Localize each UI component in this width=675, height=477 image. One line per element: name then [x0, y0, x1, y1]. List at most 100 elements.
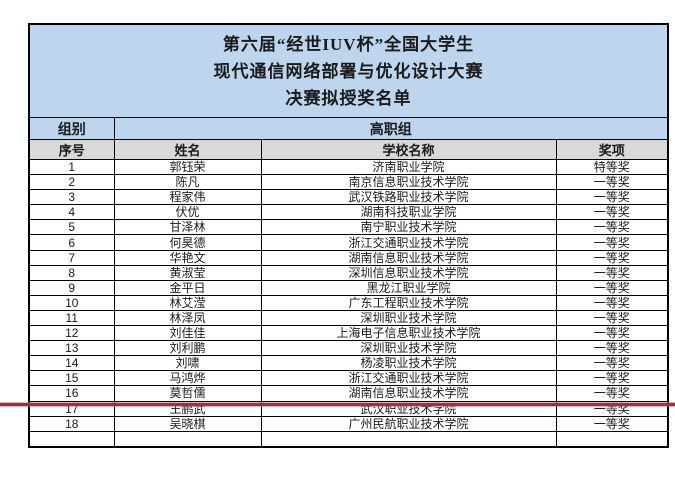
cell-school: 浙江交通职业技术学院 [260, 370, 557, 387]
table-row: 13 刘利鹏 深圳职业技术学院 一等奖 [28, 340, 669, 357]
cell-number: 5 [28, 219, 115, 236]
cell-award: 一等奖 [555, 279, 669, 296]
table-row: 8 黄淑莹 深圳信息职业技术学院 一等奖 [28, 264, 669, 281]
cell-school [260, 430, 557, 448]
cell-number: 3 [28, 189, 115, 206]
cell-school: 南宁职业技术学院 [260, 219, 557, 236]
cell-number: 4 [28, 204, 115, 221]
cell-number: 7 [28, 249, 115, 266]
cell-number [28, 430, 115, 448]
cell-school: 广州民航职业技术学院 [260, 415, 557, 432]
cell-name: 马鸿烨 [113, 370, 262, 387]
cell-school: 湖南信息职业技术学院 [260, 249, 557, 266]
table-row: 6 何昊德 浙江交通职业技术学院 一等奖 [28, 234, 669, 251]
cell-award: 一等奖 [555, 385, 669, 402]
cell-name: 林泽凤 [113, 309, 262, 327]
table-row: 11 林泽凤 深圳职业技术学院 一等奖 [28, 309, 669, 327]
column-header-school: 学校名称 [260, 139, 557, 160]
cell-award: 一等奖 [555, 174, 669, 191]
cell-school: 深圳职业技术学院 [260, 309, 557, 327]
table-row: 15 马鸿烨 浙江交通职业技术学院 一等奖 [28, 370, 669, 387]
page-title-line3: 决赛拟授奖名单 [285, 88, 412, 108]
table-row: 7 华艳文 湖南信息职业技术学院 一等奖 [28, 249, 669, 266]
cell-award: 一等奖 [555, 189, 669, 206]
table-row: 18 吴晓棋 广州民航职业技术学院 一等奖 [28, 415, 669, 432]
cell-name: 刘佳佳 [113, 325, 262, 342]
cell-award: 特等奖 [555, 158, 669, 176]
group-value-cell: 高职组 [113, 117, 669, 140]
cell-school: 上海电子信息职业技术学院 [260, 325, 557, 342]
page-title-line2: 现代通信网络部署与优化设计大赛 [213, 61, 484, 81]
cell-award: 一等奖 [555, 264, 669, 281]
cell-number: 1 [28, 158, 115, 176]
cell-school: 武汉铁路职业技术学院 [260, 189, 557, 206]
cell-award: 一等奖 [555, 294, 669, 311]
cell-school: 深圳职业技术学院 [260, 340, 557, 357]
column-header-no: 序号 [28, 139, 115, 160]
cell-number: 14 [28, 355, 115, 372]
cell-name: 刘啸 [113, 355, 262, 372]
cell-school: 湖南科技职业学院 [260, 204, 557, 221]
cell-name: 刘利鹏 [113, 340, 262, 357]
cell-school: 深圳信息职业技术学院 [260, 264, 557, 281]
cell-award: 一等奖 [555, 340, 669, 357]
cell-name: 华艳文 [113, 249, 262, 266]
table-row: 1 郭钰荣 济南职业学院 特等奖 [28, 158, 669, 176]
cell-number: 8 [28, 264, 115, 281]
table-row: 16 莫哲儒 湖南信息职业技术学院 一等奖 [28, 385, 669, 402]
group-label-cell: 组别 [28, 117, 115, 140]
column-header-name: 姓名 [113, 139, 262, 160]
cell-award: 一等奖 [555, 355, 669, 372]
title-row: 第六届“经世IUV杯”全国大学生 现代通信网络部署与优化设计大赛 决赛拟授奖名单 [28, 23, 669, 118]
cell-school: 杨凌职业技术学院 [260, 355, 557, 372]
cell-number: 9 [28, 279, 115, 296]
cell-name: 黄淑莹 [113, 264, 262, 281]
cell-number: 11 [28, 309, 115, 327]
cell-school: 南京信息职业技术学院 [260, 174, 557, 191]
cell-award [555, 430, 669, 448]
column-header-row: 序号 姓名 学校名称 奖项 [28, 139, 669, 160]
cell-number: 12 [28, 325, 115, 342]
cell-award: 一等奖 [555, 234, 669, 251]
cell-name: 金平日 [113, 279, 262, 296]
cell-school: 浙江交通职业技术学院 [260, 234, 557, 251]
cell-award: 一等奖 [555, 219, 669, 236]
cell-award: 一等奖 [555, 204, 669, 221]
cell-award: 一等奖 [555, 249, 669, 266]
cell-name: 吴晓棋 [113, 415, 262, 432]
cell-number: 10 [28, 294, 115, 311]
table-row: 10 林艾滢 广东工程职业技术学院 一等奖 [28, 294, 669, 311]
page-title-line1: 第六届“经世IUV杯”全国大学生 [222, 34, 475, 54]
cell-name: 何昊德 [113, 234, 262, 251]
cell-number: 2 [28, 174, 115, 191]
cell-name: 陈凡 [113, 174, 262, 191]
cell-school: 湖南信息职业技术学院 [260, 385, 557, 402]
page-title: 第六届“经世IUV杯”全国大学生 现代通信网络部署与优化设计大赛 决赛拟授奖名单 [28, 23, 669, 118]
cell-number: 13 [28, 340, 115, 357]
cell-school: 济南职业学院 [260, 158, 557, 176]
cell-school: 广东工程职业技术学院 [260, 294, 557, 311]
table-row: 3 程家伟 武汉铁路职业技术学院 一等奖 [28, 189, 669, 206]
cell-award: 一等奖 [555, 309, 669, 327]
table-row: 9 金平日 黑龙江职业学院 一等奖 [28, 279, 669, 296]
table-row: 5 甘泽林 南宁职业技术学院 一等奖 [28, 219, 669, 236]
cell-award: 一等奖 [555, 325, 669, 342]
cell-name: 伏优 [113, 204, 262, 221]
table-row: 12 刘佳佳 上海电子信息职业技术学院 一等奖 [28, 325, 669, 342]
cell-award: 一等奖 [555, 415, 669, 432]
cell-school: 黑龙江职业学院 [260, 279, 557, 296]
results-tbody: 1 郭钰荣 济南职业学院 特等奖 2 陈凡 南京信息职业技术学院 一等奖 3 程… [28, 158, 669, 448]
cell-name: 莫哲儒 [113, 385, 262, 402]
cell-name: 程家伟 [113, 189, 262, 206]
red-annotation-line [0, 403, 675, 406]
cell-name: 林艾滢 [113, 294, 262, 311]
partial-clipped-row [28, 430, 669, 448]
cell-name [113, 430, 262, 448]
table-row: 14 刘啸 杨凌职业技术学院 一等奖 [28, 355, 669, 372]
cell-award: 一等奖 [555, 370, 669, 387]
cell-number: 16 [28, 385, 115, 402]
table-row: 4 伏优 湖南科技职业学院 一等奖 [28, 204, 669, 221]
cell-number: 18 [28, 415, 115, 432]
award-results-table: 第六届“经世IUV杯”全国大学生 现代通信网络部署与优化设计大赛 决赛拟授奖名单… [28, 23, 669, 448]
